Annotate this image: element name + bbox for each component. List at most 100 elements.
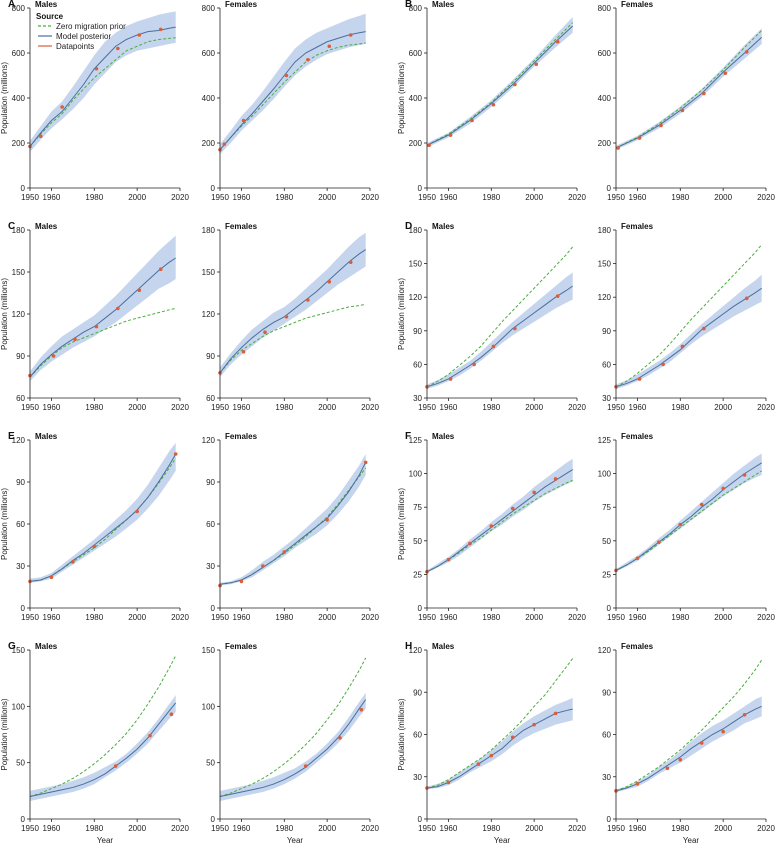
- datapoint: [306, 57, 310, 62]
- panel-f-females: 0 25 50 75 100 125 1950 1960 1980 2000 2020 Females: [598, 432, 775, 622]
- x-tick-label: 2000: [318, 193, 336, 202]
- y-tick-label: 100: [202, 702, 216, 711]
- panel-b-females: 0 200 400 600 800 1950 1960 1980 2000 2020 Females: [598, 0, 775, 202]
- datapoint: [158, 27, 163, 32]
- uncertainty-band: [427, 458, 573, 574]
- posterior-line: [426, 708, 573, 789]
- panel-b-males: 0 200 400 600 800 1950 1960 1980 2000 2020 Populat…: [397, 0, 586, 202]
- datapoint: [616, 146, 620, 150]
- prior-line: [426, 22, 574, 146]
- prior-line: [29, 307, 176, 378]
- y-tick-label: 0: [21, 604, 26, 613]
- x-tick-label: 1960: [440, 824, 458, 833]
- panel-letter: D: [405, 221, 412, 232]
- datapoint: [49, 575, 54, 579]
- y-tick-label: 100: [409, 470, 423, 479]
- y-tick-label: 0: [607, 184, 612, 193]
- y-tick-label: 90: [413, 688, 422, 697]
- y-tick-label: 800: [202, 4, 216, 13]
- x-tick-label: 1980: [671, 613, 689, 622]
- y-tick-label: 100: [12, 702, 26, 711]
- posterior-line: [219, 31, 366, 151]
- y-tick-label: 800: [598, 4, 612, 13]
- panel-h-females: 0 30 60 90 120 1950 1960 1980 2000 2020 Year Female…: [598, 642, 775, 845]
- panel-subtitle: Males: [432, 0, 455, 9]
- datapoint: [637, 136, 642, 140]
- y-axis-label: Population (millions): [397, 488, 406, 560]
- legend-label: Model posterior: [56, 32, 111, 41]
- datapoint: [71, 560, 75, 564]
- datapoint: [94, 66, 99, 71]
- x-tick-label: 1960: [233, 403, 251, 412]
- y-tick-label: 200: [409, 139, 423, 148]
- posterior-line: [615, 462, 762, 571]
- prior-line: [426, 479, 573, 573]
- y-tick-label: 120: [598, 646, 612, 655]
- y-tick-label: 0: [21, 815, 26, 824]
- prior-line: [219, 467, 367, 585]
- datapoint: [553, 477, 558, 481]
- datapoint: [489, 753, 494, 758]
- posterior-line: [615, 36, 763, 149]
- y-tick-label: 0: [418, 604, 423, 613]
- x-tick-label: 1980: [671, 824, 689, 833]
- datapoint: [472, 362, 476, 367]
- x-tick-label: 1960: [233, 193, 251, 202]
- panel-subtitle: Females: [225, 0, 258, 9]
- y-tick-label: 180: [409, 226, 423, 235]
- posterior-line: [29, 26, 176, 147]
- x-tick-label: 2000: [714, 824, 732, 833]
- datapoint: [427, 143, 431, 148]
- y-tick-label: 30: [206, 562, 215, 571]
- uncertainty-band: [616, 274, 762, 390]
- y-tick-label: 120: [409, 646, 423, 655]
- x-tick-label: 1980: [671, 403, 689, 412]
- uncertainty-band: [220, 232, 366, 377]
- legend-label: Datapoints: [56, 42, 94, 51]
- datapoint: [284, 73, 289, 78]
- datapoint: [721, 486, 725, 491]
- x-tick-label: 2000: [525, 403, 543, 412]
- y-tick-label: 30: [413, 394, 422, 403]
- x-tick-label: 2000: [714, 403, 732, 412]
- y-axis-label: Population (millions): [397, 278, 406, 350]
- y-tick-label: 25: [413, 570, 422, 579]
- y-tick-label: 50: [413, 537, 422, 546]
- x-tick-label: 1950: [21, 824, 39, 833]
- x-tick-label: 2000: [318, 403, 336, 412]
- datapoint: [137, 33, 142, 37]
- x-tick-label: 1950: [21, 193, 39, 202]
- y-tick-label: 200: [202, 139, 216, 148]
- panel-subtitle: Males: [35, 432, 58, 441]
- x-tick-label: 2020: [568, 613, 586, 622]
- y-tick-label: 400: [598, 94, 612, 103]
- x-tick-label: 1960: [440, 403, 458, 412]
- datapoint: [532, 490, 536, 495]
- datapoint: [489, 524, 494, 528]
- x-tick-label: 1950: [418, 193, 436, 202]
- datapoint: [476, 762, 481, 766]
- y-tick-label: 50: [16, 759, 25, 768]
- x-tick-label: 2020: [757, 193, 775, 202]
- y-tick-label: 180: [202, 226, 216, 235]
- datapoint: [534, 62, 539, 67]
- prior-line: [29, 37, 176, 147]
- x-tick-label: 1960: [233, 613, 251, 622]
- datapoint: [241, 118, 246, 123]
- x-tick-label: 2020: [757, 403, 775, 412]
- y-tick-label: 120: [202, 436, 216, 445]
- panel-letter: G: [8, 641, 16, 652]
- x-tick-label: 1980: [482, 193, 500, 202]
- datapoint: [116, 306, 120, 311]
- y-tick-label: 60: [413, 731, 422, 740]
- x-tick-label: 1950: [211, 403, 229, 412]
- uncertainty-band: [427, 272, 573, 390]
- panel-subtitle: Males: [35, 642, 58, 651]
- x-tick-label: 2000: [128, 193, 146, 202]
- x-tick-label: 1950: [211, 824, 229, 833]
- y-tick-label: 50: [602, 537, 611, 546]
- y-tick-label: 0: [211, 604, 216, 613]
- datapoint: [60, 105, 64, 109]
- x-tick-label: 1950: [211, 193, 229, 202]
